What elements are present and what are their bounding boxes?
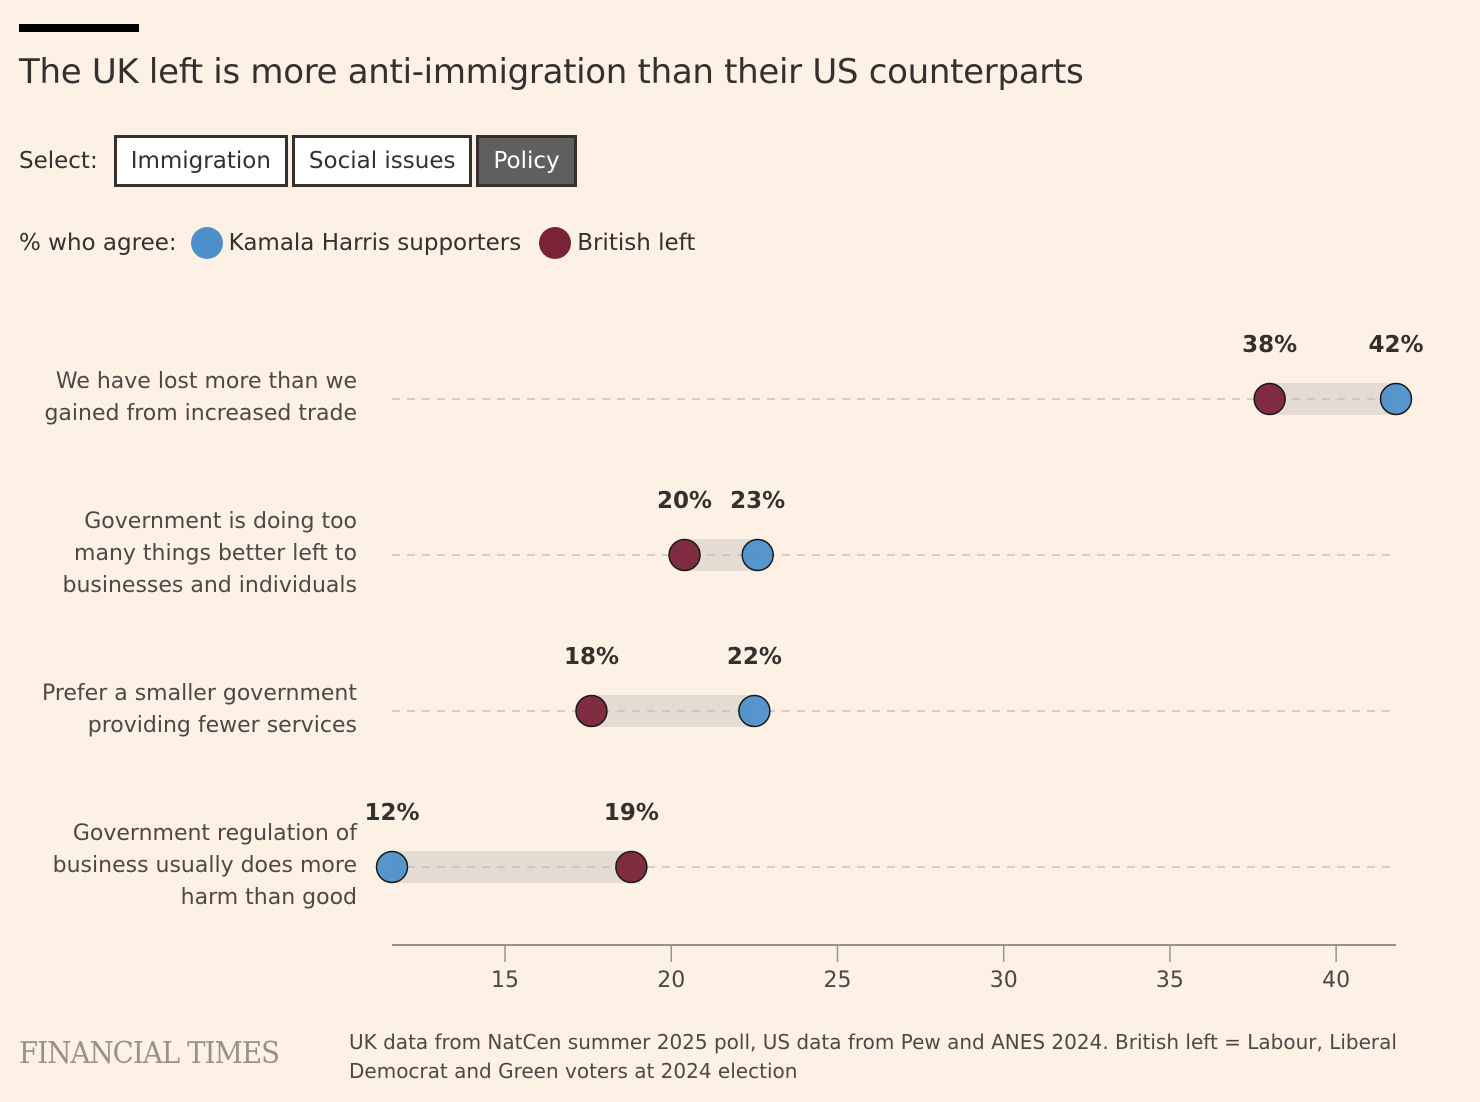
harris-dot xyxy=(375,850,409,884)
row-label-line: Government regulation of xyxy=(72,821,357,846)
ft-logo: FINANCIAL TIMES xyxy=(19,1036,280,1071)
british-left-dot xyxy=(668,538,701,572)
harris-value-label: 42% xyxy=(1368,332,1423,358)
row-label-line: Government is doing too xyxy=(84,509,357,534)
row-label: Government is doing too many things bette… xyxy=(17,506,358,602)
policy-button[interactable]: Policy xyxy=(476,135,577,187)
row-label: We have lost more than we gained from inc… xyxy=(17,366,357,430)
legend-harris-label: Kamala Harris supporters xyxy=(228,230,522,256)
row-label: Government regulation of business usually… xyxy=(17,818,357,914)
topic-selector: Select: Immigration Social issues Policy xyxy=(19,132,581,190)
row-label-line: harm than good xyxy=(180,885,357,910)
immigration-button[interactable]: Immigration xyxy=(113,135,288,187)
row-label-line: We have lost more than we xyxy=(55,369,357,394)
british-left-dot xyxy=(1253,382,1286,416)
legend-harris-dot-icon xyxy=(190,227,223,259)
row-label-line: gained from increased trade xyxy=(44,401,357,426)
row-label-line: many things better left to xyxy=(74,541,357,566)
british-left-value-label: 18% xyxy=(564,644,619,670)
row-label-line: Prefer a smaller government xyxy=(41,681,357,706)
british-left-value-label: 20% xyxy=(657,488,712,514)
x-axis-tick-label: 35 xyxy=(1156,968,1184,993)
dot-range-chart: 38% 42% 20% 23% 18% 22% 19% 12% 15 20 25 30 35 40 xyxy=(364,332,1423,993)
source-note: UK data from NatCen summer 2025 poll, US… xyxy=(349,1030,1397,1083)
x-axis-tick-label: 40 xyxy=(1322,968,1350,993)
harris-dot xyxy=(1379,382,1413,416)
british-left-dot xyxy=(575,694,608,728)
range-bar xyxy=(1269,383,1396,415)
british-left-value-label: 38% xyxy=(1242,332,1297,358)
harris-value-label: 12% xyxy=(364,800,419,826)
chart-title: The UK left is more anti-immigration tha… xyxy=(19,52,1084,92)
harris-dot xyxy=(738,694,771,728)
x-axis-tick-label: 25 xyxy=(823,968,851,993)
british-left-dot xyxy=(615,850,648,884)
social-issues-button[interactable]: Social issues xyxy=(291,135,473,187)
harris-dot xyxy=(741,538,774,572)
legend-british-label: British left xyxy=(577,230,696,256)
x-axis-tick-label: 15 xyxy=(491,968,519,993)
row-label-line: business usually does more xyxy=(52,853,357,878)
harris-value-label: 23% xyxy=(730,488,785,514)
row-label-line: businesses and individuals xyxy=(62,573,358,598)
british-left-value-label: 19% xyxy=(604,800,659,826)
x-axis-tick-label: 20 xyxy=(657,968,685,993)
x-axis-tick-label: 30 xyxy=(990,968,1018,993)
row-label: Prefer a smaller government providing few… xyxy=(17,678,357,742)
legend-british-dot-icon xyxy=(539,227,572,259)
legend: % who agree: Kamala Harris supporters Br… xyxy=(19,224,713,262)
header-accent-bar xyxy=(19,24,139,32)
legend-title: % who agree: xyxy=(19,230,177,256)
select-label: Select: xyxy=(19,148,98,174)
row-label-line: providing fewer services xyxy=(87,713,357,738)
harris-value-label: 22% xyxy=(727,644,782,670)
